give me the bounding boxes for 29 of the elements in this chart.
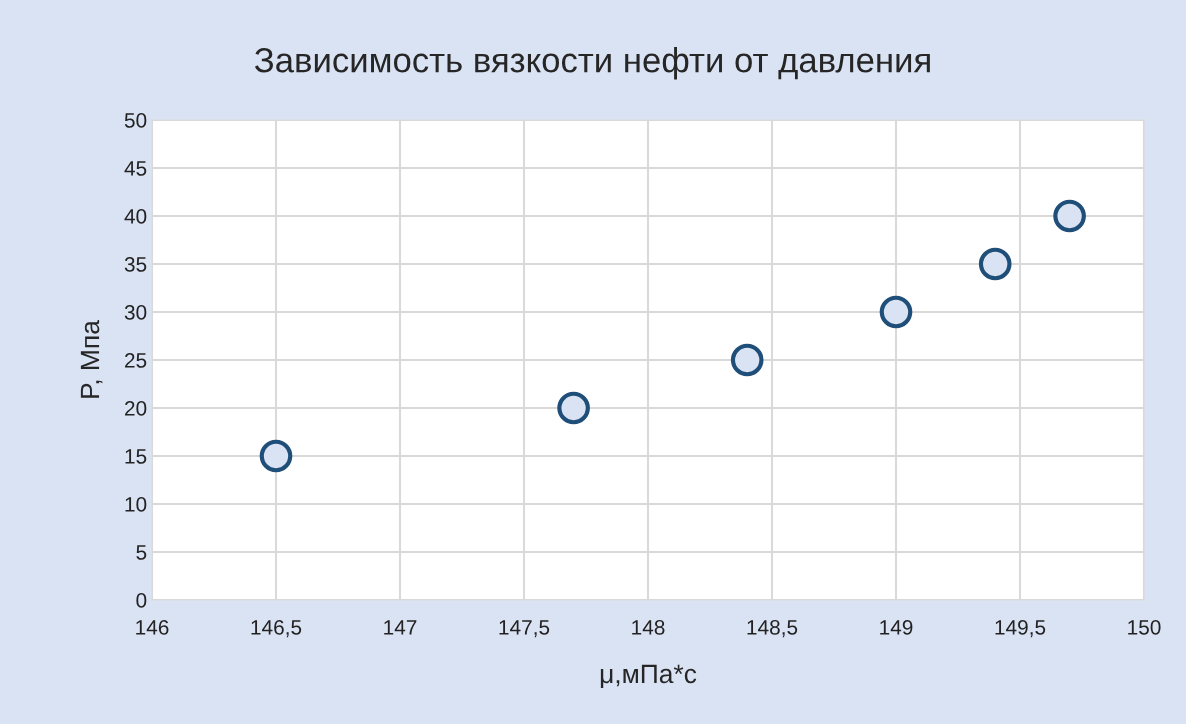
x-tick-label: 149,5 xyxy=(995,619,1046,638)
x-tick-label: 148 xyxy=(632,619,665,635)
x-axis-title: μ,мПа*с xyxy=(600,664,697,689)
y-tick-label: 0 xyxy=(136,593,147,608)
y-tick-label: 20 xyxy=(125,401,147,416)
y-tick-label: 35 xyxy=(124,257,147,272)
x-tick-label: 148,5 xyxy=(747,619,798,638)
x-tick-label: 149 xyxy=(880,619,913,635)
x-tick-label: 146 xyxy=(136,619,169,635)
point xyxy=(1053,199,1086,233)
y-tick-label: 40 xyxy=(124,209,147,224)
x-tick-label: 150 xyxy=(1128,619,1161,635)
y-tick-label: 30 xyxy=(124,305,147,320)
y-tick-label: 15 xyxy=(125,449,147,464)
x-tick-label: 147,5 xyxy=(499,620,550,638)
y-tick-label: 5 xyxy=(136,545,147,560)
y-tick-label: 10 xyxy=(125,497,147,512)
point xyxy=(259,439,293,473)
y-axis-title: P, Мпа xyxy=(80,320,103,398)
point xyxy=(557,391,590,425)
point xyxy=(879,295,913,329)
y-tick-label: 50 xyxy=(124,113,147,128)
chart-title: Зависимость вязкости нефти от давления xyxy=(254,47,930,80)
y-tick-label: 45 xyxy=(124,161,147,176)
x-tick-label: 146,5 xyxy=(251,619,302,638)
x-tick-label: 147 xyxy=(384,620,417,635)
y-tick-label: 25 xyxy=(125,353,147,368)
point xyxy=(730,343,764,377)
point xyxy=(978,247,1012,281)
